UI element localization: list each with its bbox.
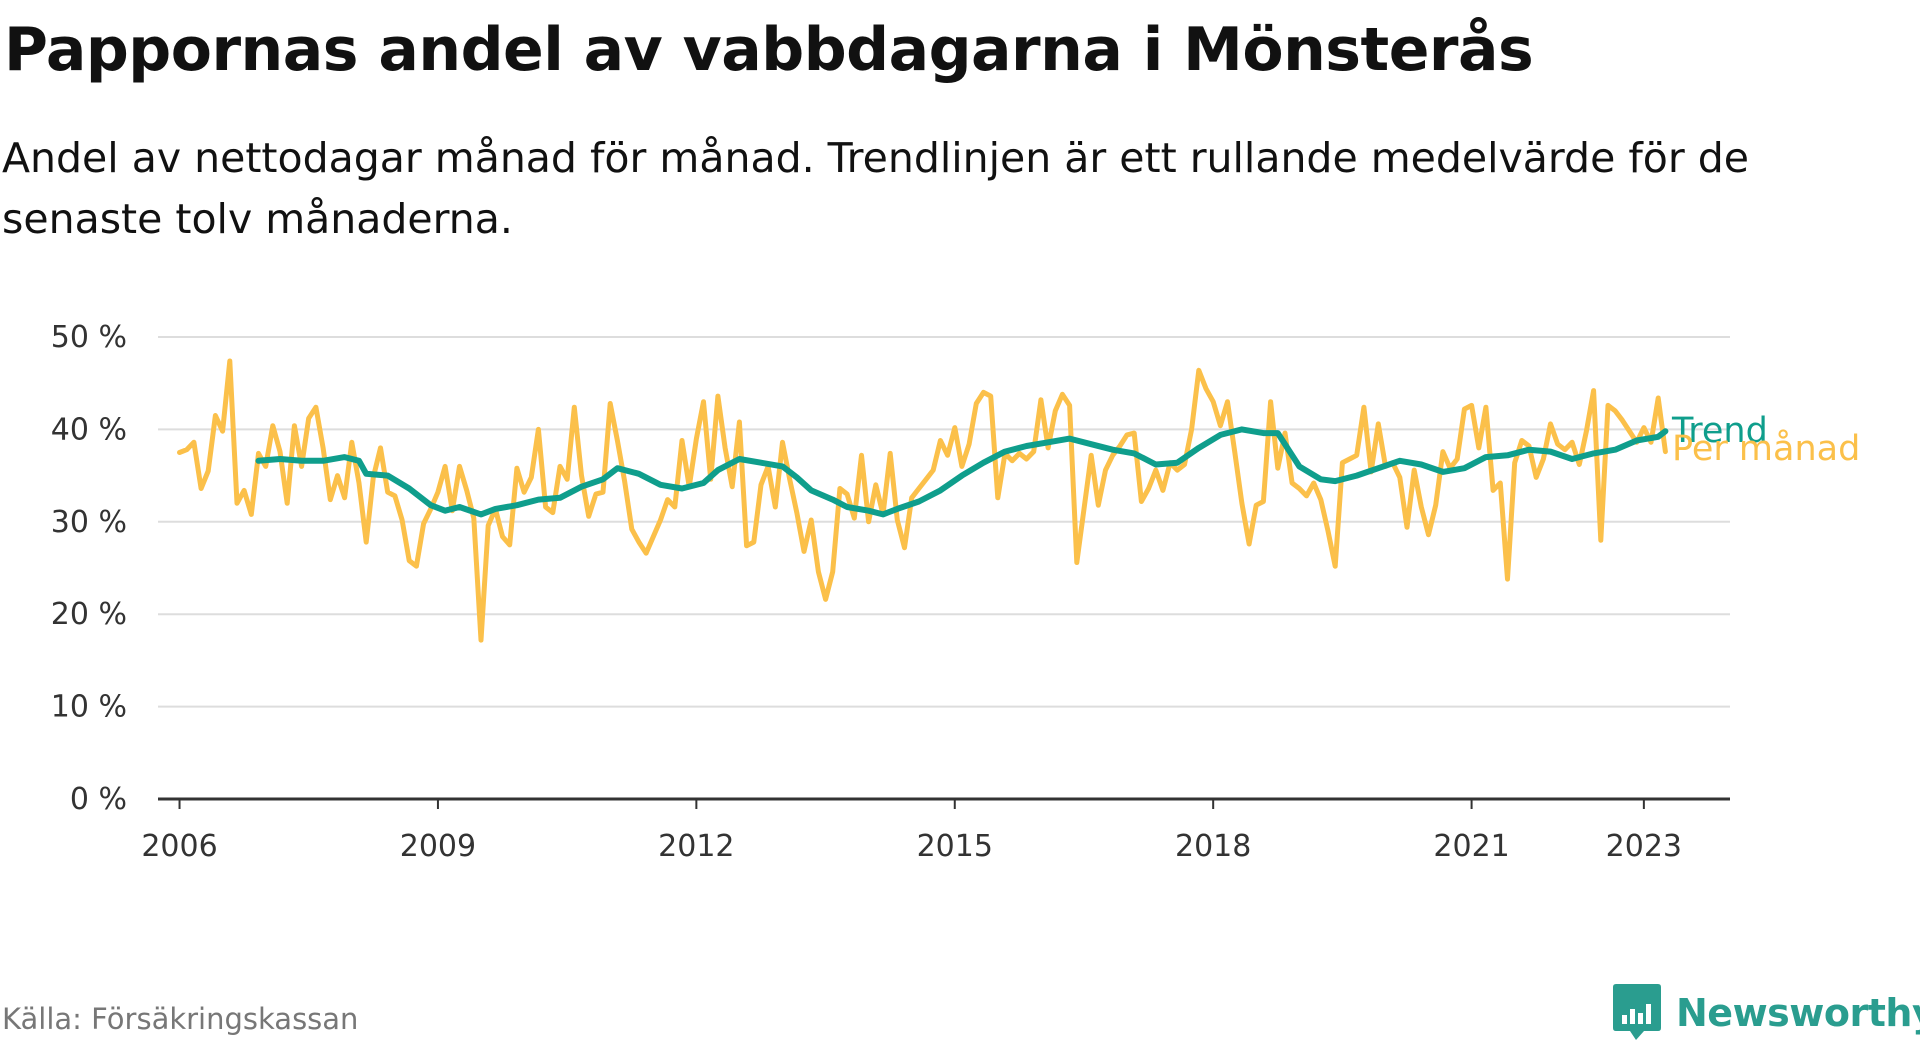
line-chart: 0 % 10 % 20 % 30 % 40 % 50 % 2006 2009 2012 2015… [51,320,1861,864]
monthly-line [177,358,1668,643]
monthly-series-label: Per månad [1672,428,1860,469]
x-tick-label: 2021 [1433,829,1509,864]
y-tick-label: 20 % [51,597,127,632]
chart-title: Pappornas andel av vabbdagarna i Mönster… [4,15,1534,85]
x-axis-ticks: 2006 2009 2012 2015 2018 2021 2023 [141,797,1730,864]
brand-name: Newsworthy [1676,991,1920,1035]
x-tick-label: 2018 [1175,829,1251,864]
y-axis-ticks: 0 % 10 % 20 % 30 % 40 % 50 % [51,320,127,817]
newsworthy-logo-icon [1613,984,1661,1040]
y-tick-label: 50 % [51,320,127,355]
source-note: Källa: Försäkringskassan [2,1002,359,1036]
trend-line [255,426,1669,518]
y-tick-label: 10 % [51,690,127,725]
chart-subtitle: Andel av nettodagar månad för månad. Tre… [2,134,1749,243]
x-tick-label: 2006 [141,829,217,864]
x-tick-label: 2009 [400,829,476,864]
trend-series-label: Trend [1671,411,1768,451]
y-tick-label: 0 % [70,782,127,817]
data-series [177,358,1669,643]
y-tick-label: 30 % [51,505,127,540]
x-tick-label: 2012 [658,829,734,864]
newsworthy-logo: Newsworthy [1612,982,1920,1044]
x-tick-label: 2015 [917,829,993,864]
x-tick-label: 2023 [1606,829,1682,864]
y-tick-label: 40 % [51,412,127,447]
grid-lines [158,336,1730,708]
